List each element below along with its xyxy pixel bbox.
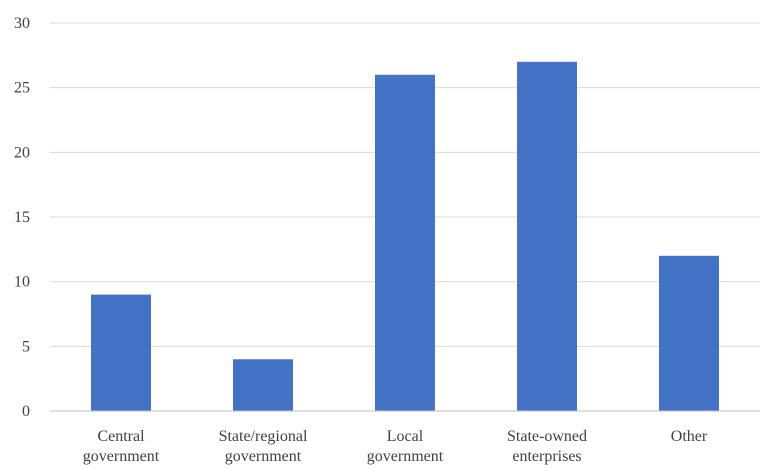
- x-category-label: Other: [671, 428, 708, 445]
- y-tick-label: 20: [14, 144, 30, 161]
- y-tick-label: 0: [22, 403, 30, 420]
- x-category-label: Local government: [367, 428, 444, 465]
- bars: [91, 61, 719, 412]
- bar: [659, 255, 719, 411]
- bar: [233, 359, 293, 411]
- y-tick-label: 10: [14, 274, 30, 291]
- y-tick-label: 25: [14, 80, 30, 97]
- bar: [517, 61, 577, 412]
- bar: [375, 74, 435, 411]
- x-category-label: Central government: [83, 428, 160, 465]
- y-tick-label: 30: [14, 15, 30, 32]
- y-axis-tick-labels: 0 5 10 15 20 25 30: [14, 15, 30, 420]
- x-category-label: State/regional government: [219, 428, 308, 465]
- x-category-label: State-owned enterprises: [507, 428, 587, 465]
- y-tick-label: 5: [22, 338, 30, 355]
- y-tick-label: 15: [14, 209, 30, 226]
- x-axis-category-labels: Central government State/regional governmen…: [83, 428, 708, 465]
- bar: [91, 294, 151, 411]
